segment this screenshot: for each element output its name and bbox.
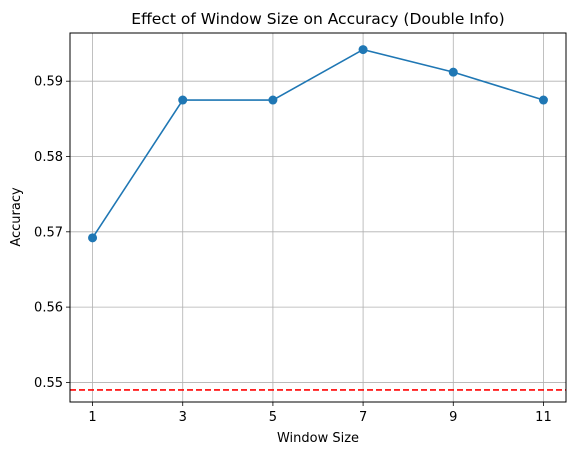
x-tick-label: 5 xyxy=(269,410,277,425)
x-tick-label: 9 xyxy=(449,410,457,425)
data-point xyxy=(538,95,548,105)
grid-lines xyxy=(70,33,566,402)
x-tick-label: 3 xyxy=(179,410,187,425)
x-tick-label: 11 xyxy=(535,410,552,425)
y-tick-label: 0.57 xyxy=(34,225,63,240)
data-points xyxy=(88,45,548,243)
x-axis-ticks: 1 3 5 7 9 11 xyxy=(88,402,552,425)
chart-title: Effect of Window Size on Accuracy (Doubl… xyxy=(131,10,504,28)
series-line xyxy=(91,48,544,239)
data-point xyxy=(268,95,278,105)
y-axis-label: Accuracy xyxy=(9,187,24,247)
data-point xyxy=(358,45,368,55)
y-tick-label: 0.58 xyxy=(34,150,63,165)
x-tick-label: 7 xyxy=(359,410,367,425)
x-tick-label: 1 xyxy=(88,410,96,425)
y-tick-label: 0.56 xyxy=(34,301,63,316)
plot-frame xyxy=(69,32,567,403)
y-tick-label: 0.55 xyxy=(34,376,63,391)
data-point xyxy=(448,67,458,77)
y-tick-label: 0.59 xyxy=(34,75,63,90)
x-axis-label: Window Size xyxy=(277,431,359,446)
data-point xyxy=(178,95,188,105)
y-axis-ticks: 0.55 0.56 0.57 0.58 0.59 xyxy=(34,75,70,391)
series-lines xyxy=(91,48,544,239)
data-point xyxy=(88,233,98,243)
